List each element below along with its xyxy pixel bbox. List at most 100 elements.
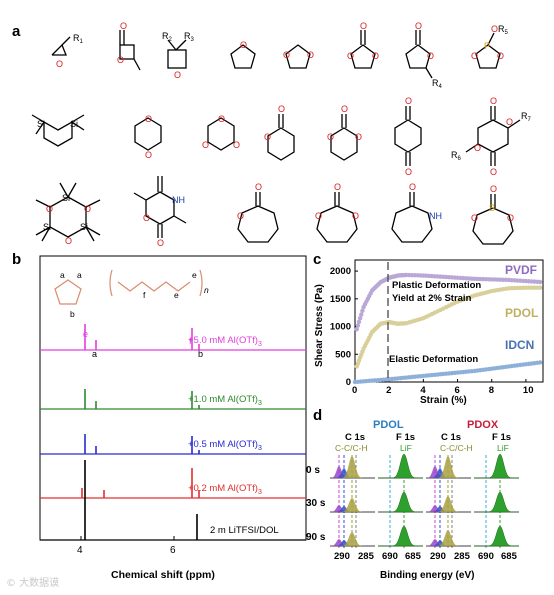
tmc-oxygen-3: O xyxy=(355,132,362,142)
rheo-point-pvdf xyxy=(537,279,543,285)
sulfite-oxygen-2: O xyxy=(471,213,478,223)
lactam-n: NH xyxy=(429,211,442,221)
xps-component-2-1-1 xyxy=(426,506,471,512)
si-atom-1: Si xyxy=(37,119,45,129)
cyclic-carbonate-7-structure xyxy=(316,192,358,243)
cyclic-sulfite-structure xyxy=(472,194,514,245)
xps-x-label: Binding energy (eV) xyxy=(380,570,474,581)
sulfite-oxygen-3: O xyxy=(507,213,514,223)
xps-plots xyxy=(330,453,519,548)
rheo-xtick-label-0: 0 xyxy=(352,385,357,396)
siloxane-si-3: Si xyxy=(80,222,88,232)
r1-label: R1 xyxy=(73,33,84,45)
ec-oxygen-3: O xyxy=(372,51,379,61)
siloxane-oxygen-3: O xyxy=(65,236,72,246)
phospholane-oxygen-2: O xyxy=(497,51,504,61)
nmr-trace-label-4: 2 m LiTFSI/DOL xyxy=(210,525,279,536)
rheo-point-idcn xyxy=(537,360,543,365)
legend-pdol: PDOL xyxy=(505,306,538,320)
epoxide-structure xyxy=(51,36,71,56)
xps-component-2-0-2 xyxy=(426,456,471,478)
siloxane-si-1: Si xyxy=(62,193,70,203)
nmr-trace-0: +5.0 mM Al(OTf)3 xyxy=(40,324,306,351)
xps-lif-peak-3-1 xyxy=(474,491,519,513)
nmr-x-label: Chemical shift (ppm) xyxy=(111,569,215,581)
oxetane-oxygen: O xyxy=(174,70,181,80)
xps-ccch-pdol: C-C/C-H xyxy=(335,443,368,453)
gbl-oxygen-1: O xyxy=(415,21,422,31)
cyclohexanedione-structure xyxy=(394,106,422,166)
rheology-frame xyxy=(354,259,544,383)
dvl-oxygen-1: O xyxy=(278,104,285,114)
beta-lactone-structure xyxy=(119,30,141,71)
rheo-xtick-label-8: 8 xyxy=(489,385,494,396)
rheo-point-pdol xyxy=(537,285,543,290)
cl-oxygen-1: O xyxy=(255,182,262,192)
amide-nh: NH xyxy=(172,195,185,205)
xps-component-2-1-2 xyxy=(426,496,471,512)
xps-component-0-1-2 xyxy=(330,498,375,512)
xps-panel: PDOL PDOX C 1s F 1s C 1s F 1s C-C/C-H Li… xyxy=(306,419,519,581)
rheo-ytick-label-0: 0 xyxy=(346,377,351,388)
xps-tick-290-a: 290 xyxy=(334,551,350,562)
lactide-oxygen-2: O xyxy=(506,117,513,127)
dvl-oxygen-2: O xyxy=(264,132,271,142)
dioxane-oxygen-2: O xyxy=(145,150,152,160)
xps-lif-peak-1-1 xyxy=(378,491,423,513)
xps-subtitle-c1s-pdol: C 1s xyxy=(345,432,365,443)
rheo-ytick-label-1000: 1000 xyxy=(330,322,351,333)
nmr-trace-1: +1.0 mM Al(OTf)3 xyxy=(40,389,306,410)
c7-oxygen-2: O xyxy=(315,211,322,221)
nmr-trace-label-2: +0.5 mM Al(OTf)3 xyxy=(188,439,262,452)
panel-label-a: a xyxy=(12,23,21,40)
rheology-axes: 0 2 4 6 8 10 0 500 1000 1500 2000 xyxy=(330,266,534,396)
ec-oxygen-2: O xyxy=(347,51,354,61)
xps-title-pdol: PDOL xyxy=(373,419,404,431)
xps-title-pdox: PDOX xyxy=(467,419,499,431)
sulfite-oxygen-1: O xyxy=(490,184,497,194)
xps-subtitle-f1s-pdox: F 1s xyxy=(492,432,511,443)
nmr-plot: a a b f e e n +5.0 mM Al(OTf)3 +1.0 mM Al… xyxy=(39,255,307,581)
r7-label: R7 xyxy=(521,111,532,123)
xps-subtitle-c1s-pdox: C 1s xyxy=(441,432,461,443)
r2-label: R2 xyxy=(162,31,173,43)
gamma-lactone-structure xyxy=(405,30,433,79)
xps-tick-685-b: 685 xyxy=(501,551,518,562)
structure-label-e2: e xyxy=(192,270,197,280)
thf-structure xyxy=(230,44,256,69)
nmr-trace-label-1: +1.0 mM Al(OTf)3 xyxy=(188,394,262,407)
xps-component-0-0-2 xyxy=(330,456,375,478)
rheology-y-label: Shear Stress (Pa) xyxy=(314,284,325,367)
c7-oxygen-1: O xyxy=(334,182,341,192)
siloxane-si-2: Si xyxy=(43,222,51,232)
xps-lif-pdox: LiF xyxy=(497,443,509,453)
xps-tick-690-a: 690 xyxy=(382,551,398,562)
xps-tick-290-b: 290 xyxy=(430,551,446,562)
trioxane-oxygen-1: O xyxy=(218,114,225,124)
thf-oxygen: O xyxy=(240,40,247,50)
structure-label-b: b xyxy=(70,309,75,319)
lactide-oxygen-4: O xyxy=(490,167,497,177)
xps-component-2-2-1 xyxy=(426,540,471,546)
panel-a-structures xyxy=(31,30,521,245)
epoxide-oxygen: O xyxy=(56,59,63,69)
morph-oxygen-ring: O xyxy=(143,213,150,223)
dioxane-structure xyxy=(134,117,162,151)
nmr-trace-4: 2 m LiTFSI/DOL xyxy=(40,460,306,541)
dioxolane-oxygen-1: O xyxy=(283,50,290,60)
trioxane-oxygen-3: O xyxy=(233,140,240,150)
nmr-tick-label-4: 4 xyxy=(77,545,83,556)
rheo-ytick-label-1500: 1500 xyxy=(330,294,351,305)
xps-component-0-2-2 xyxy=(330,532,375,546)
lactide-oxygen-3: O xyxy=(474,143,481,153)
or5-label: OR5 xyxy=(491,24,509,36)
phospholane-structure xyxy=(475,32,501,69)
dol-structure xyxy=(54,279,82,305)
caprolactam-structure xyxy=(391,192,433,243)
lactide-oxygen-1: O xyxy=(490,96,497,106)
xps-row-0s: 0 s xyxy=(306,465,320,476)
nmr-trace-label-3: +0.2 mM Al(OTf)3 xyxy=(188,483,262,496)
rheo-point-pvdf xyxy=(359,312,364,317)
nmr-peak-label-e: e xyxy=(83,329,88,339)
epsilon-caprolactone-structure xyxy=(237,192,279,243)
